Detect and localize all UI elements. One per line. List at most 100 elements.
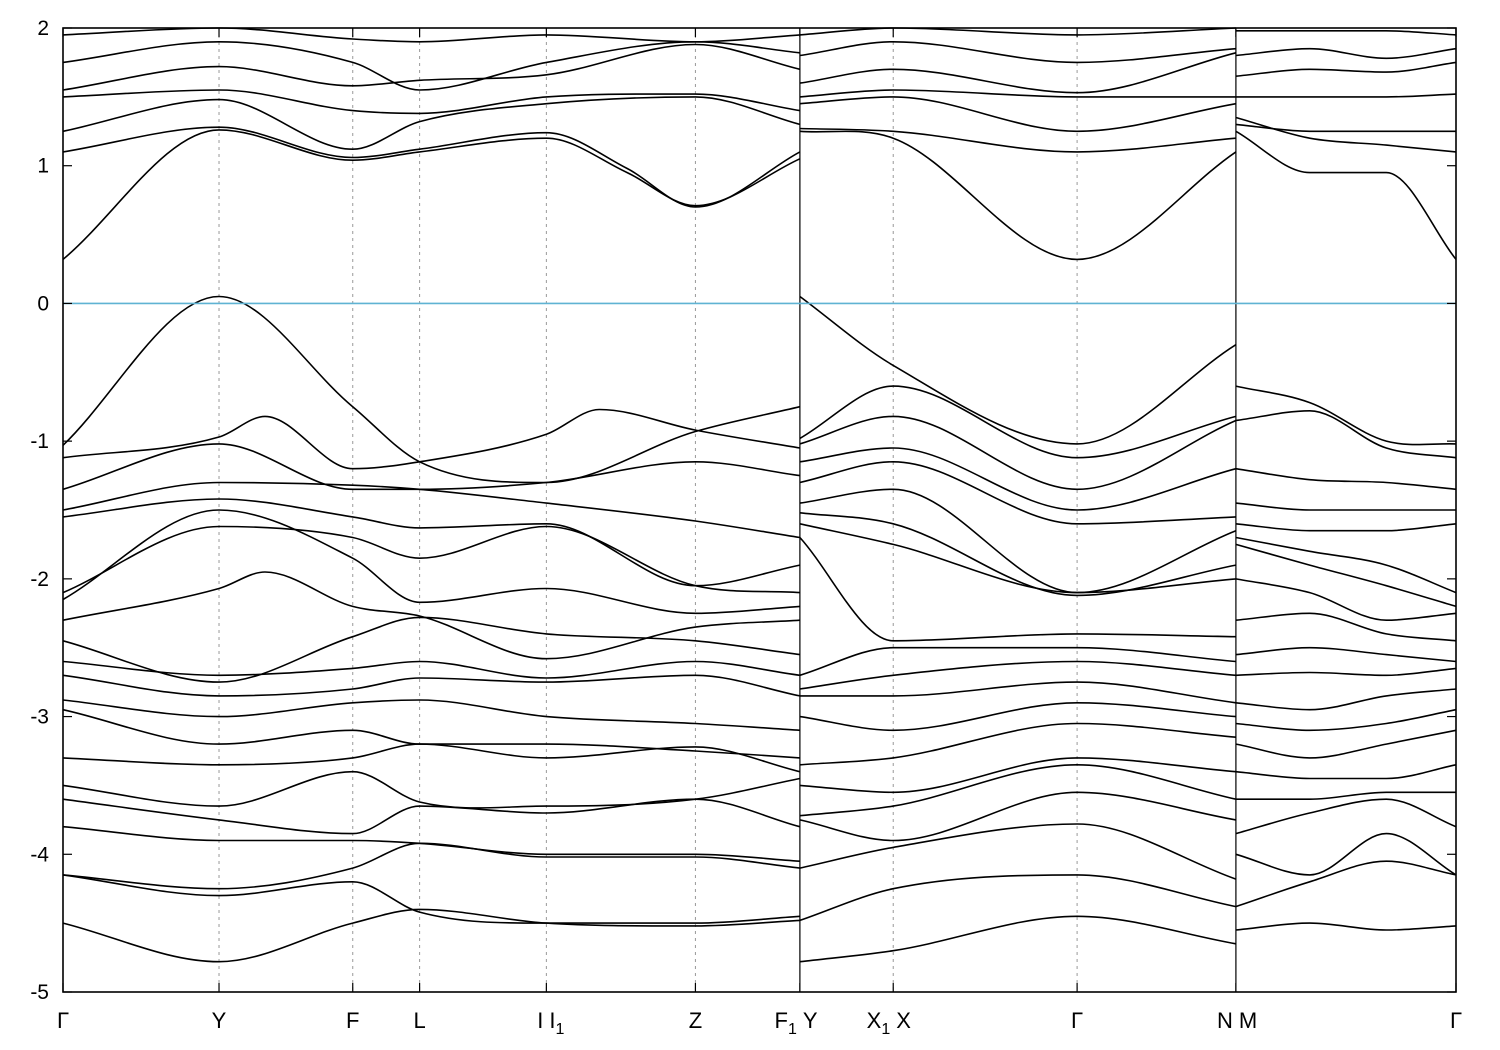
band-line-s2-b15 [799,523,1236,594]
band-line-s2-b26 [799,874,1237,922]
band-line-s2-b23 [799,764,1237,817]
x-point-label: I [537,1008,543,1033]
band-line-s1-b17 [62,660,801,679]
x-point-label: M [1239,1008,1257,1033]
x-point-label: X [896,1008,911,1033]
band-line-s2-b16 [799,536,1236,642]
band-line-s3-b1 [1235,130,1457,260]
band-line-s2-b9 [799,385,1237,459]
band-line-s2-b8 [799,295,1237,445]
band-line-s1-b20 [62,708,800,759]
band-line-s1-b25 [62,842,800,890]
y-axis: -5 -4 -3 -2 -1 0 1 2 [30,17,1456,1004]
x-point-label: Γ [1071,1008,1083,1033]
band-line-s1-b21 [62,743,801,773]
band-line-s1-b3 [62,96,801,150]
band-line-s2-b24 [799,791,1237,842]
x-point-label: L [413,1008,425,1033]
band-line-s1-b26 [62,874,800,924]
band-line-s2-b4 [799,89,1236,98]
band-line-s2-b6 [799,41,1236,64]
y-tick-label: 2 [37,17,49,40]
y-tick-label: -2 [30,568,49,591]
y-tick-label: 0 [37,292,49,315]
band-line-s3-b20 [1235,708,1457,732]
band-line-s2-b19 [799,681,1237,704]
high-symmetry-lines [218,28,1237,992]
band-line-s3-b4 [1235,93,1457,98]
band-line-s2-b13 [799,488,1237,594]
band-line-s2-b3 [799,96,1237,133]
band-line-s1-b23 [62,798,801,835]
band-line-s3-b12 [1235,523,1457,532]
plot-frame [62,27,1457,993]
band-line-s2-b14 [799,512,1237,597]
band-line-s1-b2 [62,126,801,208]
band-line-s2-b12 [799,461,1236,525]
band-line-s3-b26 [1235,860,1457,908]
band-line-s1-b1 [62,129,801,261]
band-curves [62,27,1457,963]
band-line-s3-b16 [1235,612,1457,642]
band-line-s2-b20 [799,702,1236,732]
x-point-label: Γ [1450,1008,1462,1033]
band-line-s3-b11 [1235,502,1456,511]
band-line-s1-b9 [62,408,801,470]
band-line-s2-b10 [799,415,1237,491]
band-line-s2-b5 [799,52,1237,94]
band-line-s3-b17 [1235,646,1457,663]
band-line-s3-b24 [1235,798,1457,835]
band-line-s2-b25 [799,823,1237,880]
band-line-s3-b23 [1235,791,1456,801]
band-line-s3-b6 [1235,47,1457,60]
band-line-s2-b7 [799,27,1236,36]
band-line-s3-b2 [1235,116,1457,153]
x-point-label: F [346,1008,359,1033]
band-line-s1-b7 [62,27,800,43]
band-line-s3-b14 [1235,543,1457,608]
y-tick-label: 1 [37,155,49,178]
band-line-s1-b6 [62,41,800,91]
band-line-s1-b16 [62,616,801,683]
band-line-s3-b22 [1235,764,1457,780]
band-line-s3-b10 [1235,467,1457,491]
x-point-label: F1 [775,1008,797,1038]
band-line-s2-b21 [799,722,1236,766]
x-point-label: Z [689,1008,702,1033]
band-line-s2-b18 [799,660,1236,690]
band-line-s2-b17 [799,646,1236,677]
band-line-s2-b1 [799,130,1237,261]
band-line-s1-b4 [62,89,801,115]
y-tick-label: -1 [30,430,49,453]
x-axis-labels: Γ ΓY F L I I1 Z F1 Y X1 X Γ N M [57,28,1462,1038]
band-line-s1-b14 [62,509,800,615]
band-line-s2-b2 [799,127,1236,153]
band-line-s2-b27 [799,915,1237,963]
x-point-label: X1 [867,1008,891,1038]
band-line-s1-b5 [62,43,801,91]
x-point-label: Y [803,1008,818,1033]
band-line-s3-b18 [1235,667,1457,677]
x-point-label: Y [212,1008,227,1033]
band-line-s3-b27 [1235,922,1457,931]
band-line-s1-b22 [62,770,801,809]
band-line-s1-b11 [62,481,801,539]
band-line-s1-b12 [62,498,801,587]
band-line-s1-b15 [62,571,800,660]
band-line-s1-b18 [62,674,801,697]
band-line-s3-b25 [1235,832,1457,876]
x-point-label: N [1217,1008,1233,1033]
x-point-label: I1 [549,1008,564,1038]
band-line-s3-b5 [1235,61,1457,77]
band-line-s3-b7 [1235,29,1457,36]
band-line-s1-b19 [62,699,800,732]
y-tick-label: -5 [30,981,49,1004]
band-line-s1-b27 [62,908,800,963]
band-line-s2-b11 [799,447,1237,511]
band-line-s3-b9 [1235,410,1457,459]
y-tick-label: -4 [30,843,49,866]
band-line-s3-b19 [1235,688,1457,711]
band-line-s1-b13 [62,525,800,594]
band-line-s3-b8 [1235,385,1457,446]
